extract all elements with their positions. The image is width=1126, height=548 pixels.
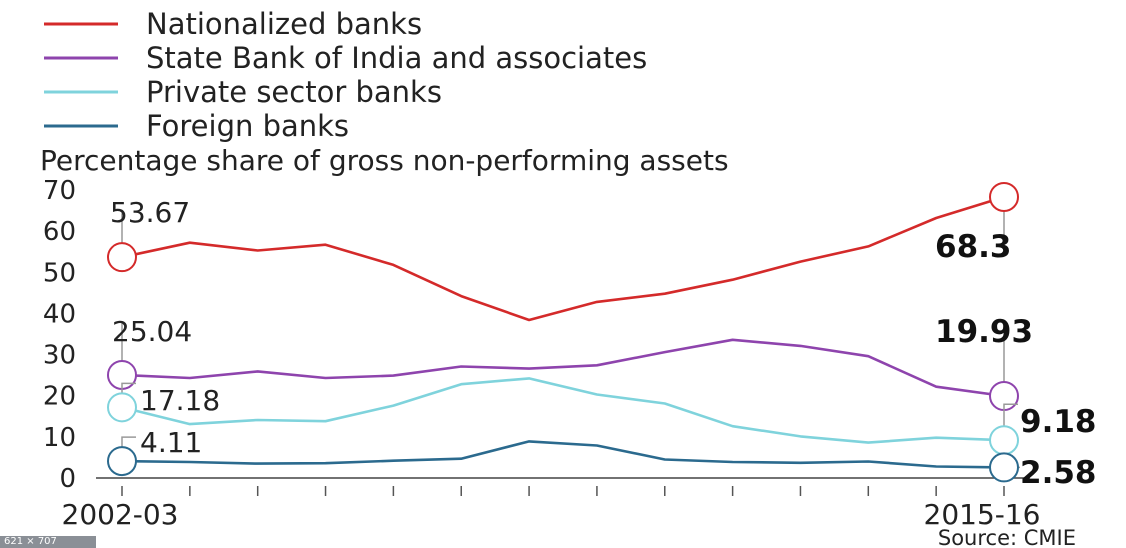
legend-label-nationalized-banks: Nationalized banks — [146, 7, 422, 41]
start-value-label-foreign-banks: 4.11 — [140, 426, 202, 459]
y-tick-label: 70 — [43, 176, 76, 206]
series-line-state-bank-of-india-and-associates — [120, 338, 1006, 398]
series-line-foreign-banks — [120, 440, 1006, 469]
y-axis: 0 10 20 30 40 50 60 70 — [43, 176, 76, 494]
leader-line-end-private-sector-banks — [1003, 403, 1018, 427]
end-marker-nationalized-banks — [989, 181, 1019, 212]
leader-line-start-foreign-banks — [121, 436, 136, 448]
legend-label-state-bank-of-india-and-associates: State Bank of India and associates — [146, 41, 647, 75]
source-note: Source: CMIE — [938, 526, 1076, 548]
start-value-label-state-bank-of-india-and-associates: 25.04 — [112, 315, 192, 348]
y-tick-label: 10 — [43, 423, 76, 453]
y-tick-label: 0 — [59, 464, 76, 494]
y-tick-label: 20 — [43, 382, 76, 412]
series-line-nationalized-banks — [120, 195, 1006, 322]
thumbnail-size-badge: 621 × 707 — [0, 536, 96, 548]
series-line-private-sector-banks — [120, 377, 1006, 444]
end-marker-foreign-banks — [989, 452, 1019, 483]
end-marker-private-sector-banks — [989, 425, 1019, 456]
y-tick-label: 50 — [43, 258, 76, 288]
end-value-label-foreign-banks: 2.58 — [1020, 455, 1097, 491]
y-tick-label: 30 — [43, 341, 76, 371]
y-tick-label: 60 — [43, 217, 76, 247]
start-value-label-nationalized-banks: 53.67 — [110, 196, 190, 229]
end-value-label-private-sector-banks: 9.18 — [1020, 404, 1097, 440]
end-value-label-state-bank-of-india-and-associates: 19.93 — [935, 314, 1033, 350]
leader-line-start-private-sector-banks — [121, 382, 136, 394]
legend-label-foreign-banks: Foreign banks — [146, 109, 349, 143]
start-marker-private-sector-banks — [107, 392, 137, 423]
chart-title: Percentage share of gross non-performing… — [40, 144, 729, 177]
x-label-end: 2015-16 — [924, 498, 1041, 531]
annotations: 53.67 68.3 25.04 19.93 17.18 9.18 4.11 2.58 — [107, 181, 1097, 491]
start-marker-nationalized-banks — [107, 242, 137, 273]
end-value-label-nationalized-banks: 68.3 — [935, 229, 1012, 265]
series-lines — [120, 195, 1006, 469]
x-label-start: 2002-03 — [62, 498, 179, 531]
x-axis: 2002-03 2015-16 — [62, 477, 1041, 531]
start-value-label-private-sector-banks: 17.18 — [140, 384, 220, 417]
legend-label-private-sector-banks: Private sector banks — [146, 75, 442, 109]
start-marker-foreign-banks — [107, 446, 137, 477]
y-tick-label: 40 — [43, 299, 76, 329]
